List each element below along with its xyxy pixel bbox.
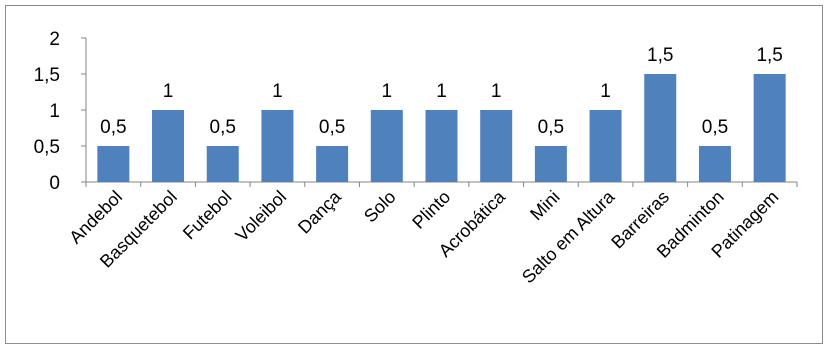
- bar: [589, 110, 622, 182]
- data-label: 1,5: [756, 45, 782, 66]
- data-label: 1: [491, 81, 502, 102]
- y-tick-label: 2: [49, 29, 60, 50]
- data-label: 1: [272, 81, 283, 102]
- bar: [480, 110, 513, 182]
- bar: [261, 110, 294, 182]
- bar: [753, 74, 786, 182]
- bar: [644, 74, 677, 182]
- x-tick-label: Plinto: [408, 187, 454, 233]
- data-label: 0,5: [210, 117, 236, 138]
- x-tick-label: Dança: [294, 186, 346, 238]
- bar: [97, 146, 130, 182]
- bar: [206, 146, 239, 182]
- x-tick-label: Solo: [360, 187, 400, 227]
- y-tick-label: 1,5: [34, 65, 60, 86]
- data-label: 0,5: [538, 117, 564, 138]
- x-tick-label: Futebol: [179, 187, 236, 244]
- x-tick-label: Mini: [526, 187, 563, 224]
- data-label: 0,5: [319, 117, 345, 138]
- data-label: 1: [163, 81, 174, 102]
- data-label: 1: [382, 81, 393, 102]
- y-tick-label: 0: [49, 173, 60, 194]
- bar: [698, 146, 731, 182]
- data-label: 0,5: [702, 117, 728, 138]
- chart-frame: [5, 5, 823, 344]
- y-tick-label: 1: [49, 101, 60, 122]
- bar: [425, 110, 458, 182]
- x-tick-label: Voleibol: [232, 187, 291, 246]
- y-tick-label: 0,5: [34, 137, 60, 158]
- x-tick-label: Salto em Altura: [518, 186, 619, 287]
- data-label: 1,5: [647, 45, 673, 66]
- bar: [534, 146, 567, 182]
- data-label: 0,5: [100, 117, 126, 138]
- data-label: 1: [600, 81, 611, 102]
- bar: [316, 146, 349, 182]
- bar: [370, 110, 403, 182]
- bar: [152, 110, 185, 182]
- data-label: 1: [436, 81, 447, 102]
